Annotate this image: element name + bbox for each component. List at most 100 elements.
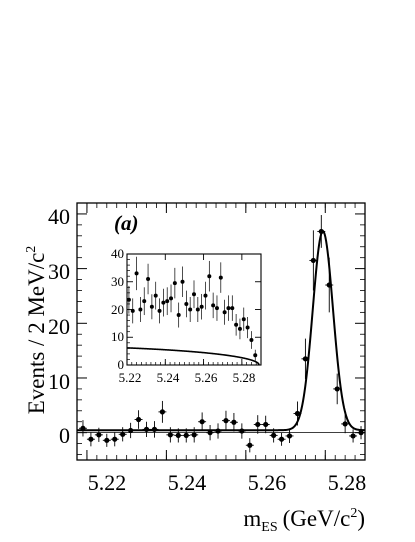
inset-plot-frame [126,253,262,366]
inset-point-6 [149,304,154,309]
x-axis-title-main: m [243,506,261,531]
inset-xtick-label-528: 5.28 [233,370,256,385]
main-point-14 [191,432,197,438]
inset-point-12 [172,281,177,286]
main-point-27 [294,410,301,417]
y-axis-title: Events / 2 MeV/c2 [24,246,49,415]
inset-ytick-label-20: 20 [111,302,124,317]
inset-point-29 [237,326,242,331]
main-xtick-label-522: 5.22 [88,470,127,495]
main-point-10 [159,409,166,415]
main-ytick-label-30: 30 [48,259,70,284]
inset-point-18 [195,307,200,312]
main-point-7 [135,416,142,423]
inset-point-28 [234,322,239,327]
inset-point-0 [126,297,131,302]
main-fit-group [77,230,366,432]
main-point-21 [247,442,253,448]
y-axis-title-main: Events / 2 MeV/c [24,253,49,415]
inset-point-23 [214,306,219,311]
main-ytick-label-40: 40 [48,204,70,229]
main-point-34 [350,433,356,439]
panel-label: (a) [114,211,139,235]
x-axis-title-unit: (GeV/c [283,506,351,531]
inset-point-33 [253,353,258,358]
main-data-points [78,215,365,453]
inset-ytick-label-40: 40 [111,246,124,261]
main-point-15 [199,419,205,425]
main-point-22 [255,421,261,428]
inset-xtick-label-522: 5.22 [119,370,142,385]
main-point-33 [342,421,348,427]
main-point-2 [96,432,102,438]
inset-point-10 [165,299,170,304]
inset-point-5 [146,276,151,281]
x-axis-title-sup: 2 [350,506,357,521]
main-axis-ticks [76,202,366,460]
main-point-18 [223,418,229,424]
x-axis-title-close: ) [357,506,365,531]
inset-fit-group [126,347,260,366]
inset-point-3 [138,307,143,312]
main-point-35 [358,430,364,436]
main-ytick-label-10: 10 [48,369,70,394]
x-axis-title-sub: ES [261,520,277,535]
y-axis-title-sup: 2 [24,246,39,253]
main-ytick-label-0: 0 [59,423,70,448]
inset-ytick-label-0: 0 [118,357,125,372]
inset-point-11 [169,296,174,301]
inset-point-31 [245,325,250,330]
main-point-32 [334,386,340,392]
inset-xtick-label-524: 5.24 [157,370,180,385]
inset-point-14 [180,279,185,284]
main-plot-frame [76,202,366,461]
inset-point-25 [222,310,227,315]
inset-data-points [126,256,258,361]
main-point-19 [231,419,237,425]
inset-point-2 [134,271,139,276]
main-fit-curve [77,230,366,432]
inset-point-21 [207,274,212,279]
main-point-25 [278,436,285,442]
main-point-11 [167,432,173,438]
main-xtick-label-524: 5.24 [168,470,207,495]
inset-ytick-label-10: 10 [111,329,124,344]
main-xtick-label-528: 5.28 [328,470,367,495]
main-point-29 [310,257,316,264]
inset-point-7 [153,293,158,298]
inset-ytick-label-30: 30 [111,274,124,289]
main-point-24 [271,432,277,438]
main-point-4 [112,436,118,442]
x-axis-title: mES (GeV/c2) [243,506,365,535]
main-point-23 [263,421,269,428]
inset-point-32 [249,338,254,343]
inset-point-30 [241,317,246,322]
inset-fit-curve [126,347,260,366]
inset-point-9 [161,300,166,305]
inset-point-22 [211,303,216,308]
inset-point-15 [184,301,189,306]
main-point-12 [175,432,181,438]
main-ytick-label-20: 20 [48,314,70,339]
main-point-1 [88,436,94,442]
main-point-26 [286,433,293,439]
inset-point-17 [192,292,196,297]
inset-point-4 [142,299,147,304]
main-point-13 [183,432,189,438]
inset-point-26 [226,306,231,311]
inset-point-8 [157,308,162,313]
main-xtick-label-526: 5.26 [248,470,287,495]
main-point-28 [302,356,309,362]
inset-point-16 [188,307,193,312]
inset-point-1 [130,308,135,313]
inset-point-20 [203,293,208,298]
inset-point-24 [218,275,223,280]
inset-point-19 [199,304,204,309]
inset-xtick-label-526: 5.26 [195,370,218,385]
inset-point-27 [230,306,235,311]
inset-point-13 [176,313,181,318]
main-point-5 [120,431,126,437]
main-point-16 [207,430,213,436]
